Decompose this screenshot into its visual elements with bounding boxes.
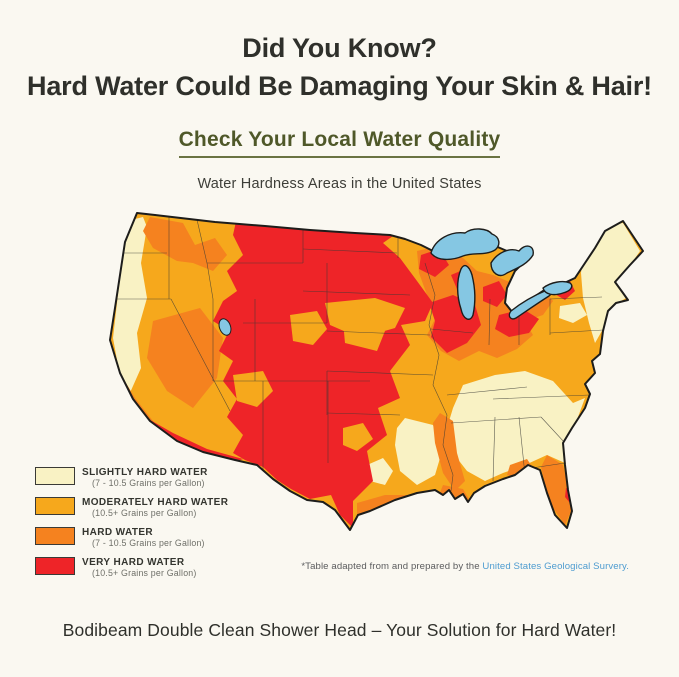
lake-erie (508, 288, 553, 320)
legend-row-moderately: MODERATELY HARD WATER (10.5+ Grains per … (35, 497, 228, 518)
great-salt-lake (218, 318, 232, 336)
legend-label: HARD WATER (82, 527, 154, 538)
lakes (218, 228, 573, 336)
legend-row-hard: HARD WATER (7 - 10.5 Grains per Gallon) (35, 527, 228, 548)
map-caption: Water Hardness Areas in the United State… (197, 176, 482, 192)
legend-text: HARD WATER (7 - 10.5 Grains per Gallon) (82, 527, 205, 548)
legend-label: MODERATELY HARD WATER (82, 497, 229, 508)
lake-michigan (456, 264, 476, 320)
regions-amber-patches (233, 298, 405, 451)
legend-range: (7 - 10.5 Grains per Gallon) (92, 538, 205, 548)
usgs-link[interactable]: United States Geological Survery. (482, 561, 629, 572)
lake-ontario (542, 280, 573, 296)
legend-text: SLIGHTLY HARD WATER (7 - 10.5 Grains per… (82, 467, 208, 488)
link-wrap: Check Your Local Water Quality (0, 128, 679, 158)
legend-label: VERY HARD WATER (82, 557, 185, 568)
map-legend: SLIGHTLY HARD WATER (7 - 10.5 Grains per… (35, 467, 228, 587)
legend-row-very-hard: VERY HARD WATER (10.5+ Grains per Gallon… (35, 557, 228, 578)
us-water-hardness-map (109, 212, 644, 531)
state-borders (113, 213, 604, 492)
attribution: *Table adapted from and prepared by the … (301, 561, 629, 572)
title-line-2: Hard Water Could Be Damaging Your Skin &… (27, 71, 652, 101)
legend-swatch-hard (35, 527, 75, 545)
legend-label: SLIGHTLY HARD WATER (82, 467, 208, 478)
legend-range: (10.5+ Grains per Gallon) (92, 568, 197, 578)
check-water-quality-link[interactable]: Check Your Local Water Quality (178, 128, 501, 158)
legend-range: (7 - 10.5 Grains per Gallon) (92, 478, 205, 488)
footer-headline: Bodibeam Double Clean Shower Head – Your… (62, 620, 617, 640)
legend-swatch-very-hard (35, 557, 75, 575)
legend-range: (10.5+ Grains per Gallon) (92, 508, 197, 518)
title-line-1: Did You Know? (242, 33, 437, 63)
legend-swatch-slightly (35, 467, 75, 485)
legend-swatch-moderately (35, 497, 75, 515)
legend-row-slightly: SLIGHTLY HARD WATER (7 - 10.5 Grains per… (35, 467, 228, 488)
legend-text: VERY HARD WATER (10.5+ Grains per Gallon… (82, 557, 197, 578)
lake-huron (490, 245, 534, 277)
lake-superior (430, 228, 500, 261)
legend-text: MODERATELY HARD WATER (10.5+ Grains per … (82, 497, 228, 518)
attribution-text: *Table adapted from and prepared by the (301, 561, 483, 572)
